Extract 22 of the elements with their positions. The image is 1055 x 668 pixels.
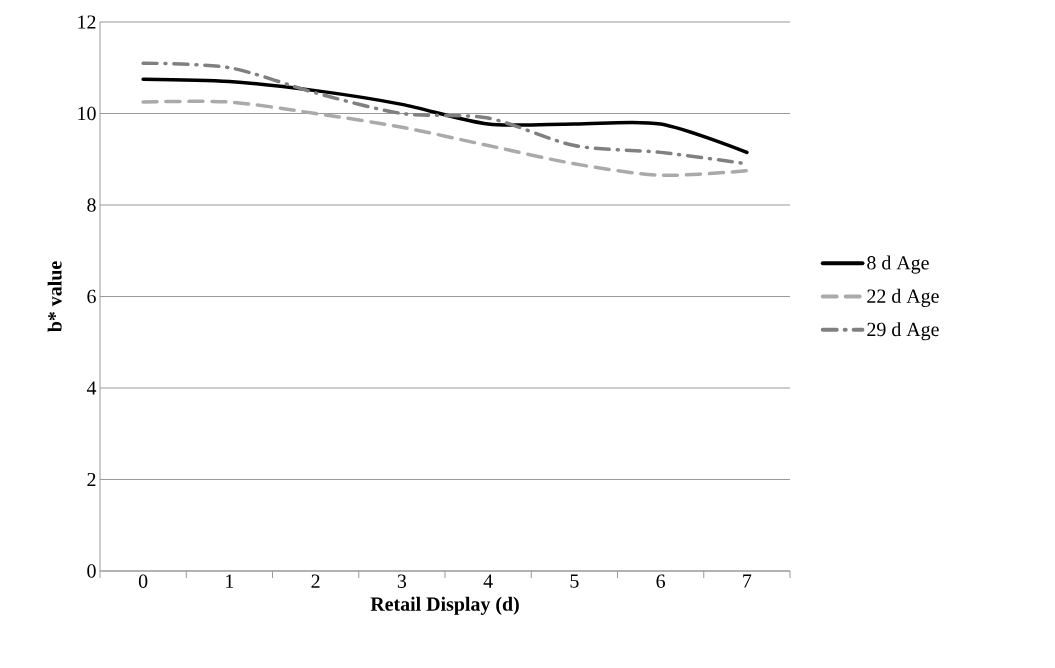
x-tick-label: 2 <box>311 574 320 588</box>
y-tick-label: 6 <box>87 289 96 304</box>
y-tick-label: 10 <box>78 106 96 121</box>
x-tick-label: 3 <box>397 574 407 588</box>
legend-label: 22 d Age <box>867 288 939 307</box>
y-tick-label: 4 <box>86 381 97 395</box>
y-tick-label: 8 <box>87 198 96 212</box>
x-tick-label: 1 <box>226 574 234 588</box>
y-axis-title: b* value <box>47 261 62 332</box>
y-tick-label: 2 <box>87 472 96 487</box>
x-tick-label: 4 <box>483 574 493 588</box>
line-series <box>141 99 749 178</box>
y-tick-label: 12 <box>78 15 96 29</box>
x-tick-label: 0 <box>138 574 148 588</box>
line-series <box>141 77 749 155</box>
y-tick-label: 0 <box>87 564 96 578</box>
x-tick-label: 5 <box>570 574 579 588</box>
x-axis-title: Retail Display (d) <box>370 596 519 615</box>
x-tick-label: 6 <box>656 574 666 588</box>
legend-label: 8 d Age <box>867 255 929 274</box>
x-tick-label: 7 <box>743 574 752 588</box>
legend-label: 29 d Age <box>867 322 939 341</box>
